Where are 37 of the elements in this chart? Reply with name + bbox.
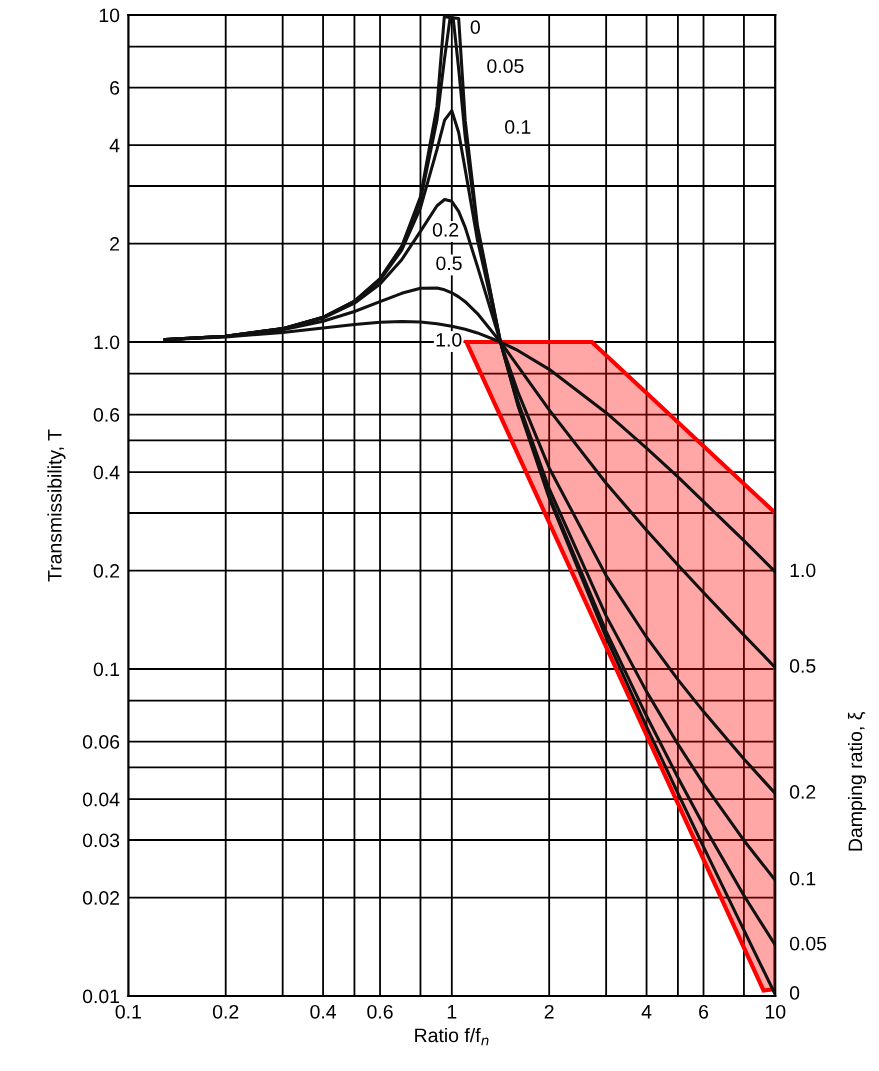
series-label: 1.0 xyxy=(436,332,462,347)
y-axis-title: Transmissibility, T xyxy=(47,429,66,582)
x-tick-label: 0.4 xyxy=(310,1004,337,1019)
text: 0 xyxy=(789,986,800,1000)
series-label: 0.05 xyxy=(789,936,827,951)
annotation: 0.5 xyxy=(436,256,462,271)
y-tick-label: 0.6 xyxy=(93,408,120,422)
annotation: 0.05 xyxy=(487,59,524,73)
x-tick-label: 1 xyxy=(447,1005,457,1019)
series-label: 0.5 xyxy=(789,659,816,673)
x-tick-label: 0.2 xyxy=(212,1004,239,1019)
series-label: 0.2 xyxy=(432,222,459,237)
y-tick-label: 0.4 xyxy=(93,465,120,480)
text: 0.2 xyxy=(789,785,816,799)
y2-axis-title: Damping ratio, ξ xyxy=(847,711,867,851)
x-axis-title: Ratio f/f$_{n}$ xyxy=(415,1027,489,1046)
y-tick-label: 0.1 xyxy=(93,662,120,677)
x-tick-label: 10 xyxy=(765,1004,786,1019)
y-tick-label: 6 xyxy=(110,81,120,95)
y-tick-label: 0.2 xyxy=(93,564,120,578)
y-tick-label: 10 xyxy=(99,8,120,23)
annotation: 0.1 xyxy=(505,120,531,134)
y-tick-label: 4 xyxy=(109,138,120,153)
y-tick-label: 0.01 xyxy=(82,989,120,1004)
x-tick-label: 6 xyxy=(699,1004,709,1019)
x-tick-label: 2 xyxy=(544,1004,554,1019)
x-tick-label: 4 xyxy=(641,1005,652,1019)
y-tick-label: 0.03 xyxy=(82,833,120,848)
series-label: 0.1 xyxy=(789,871,816,886)
y-tick-label: 0.02 xyxy=(82,891,120,905)
text: 1.0 xyxy=(790,563,816,578)
y-tick-label: 0.06 xyxy=(82,735,120,749)
y-tick-label: 0.04 xyxy=(82,792,120,807)
series-label: 0 xyxy=(470,20,480,35)
x-tick-label: 0.6 xyxy=(367,1004,393,1019)
y-tick-label: 2 xyxy=(110,237,120,251)
y-tick-label: 1.0 xyxy=(94,335,120,350)
